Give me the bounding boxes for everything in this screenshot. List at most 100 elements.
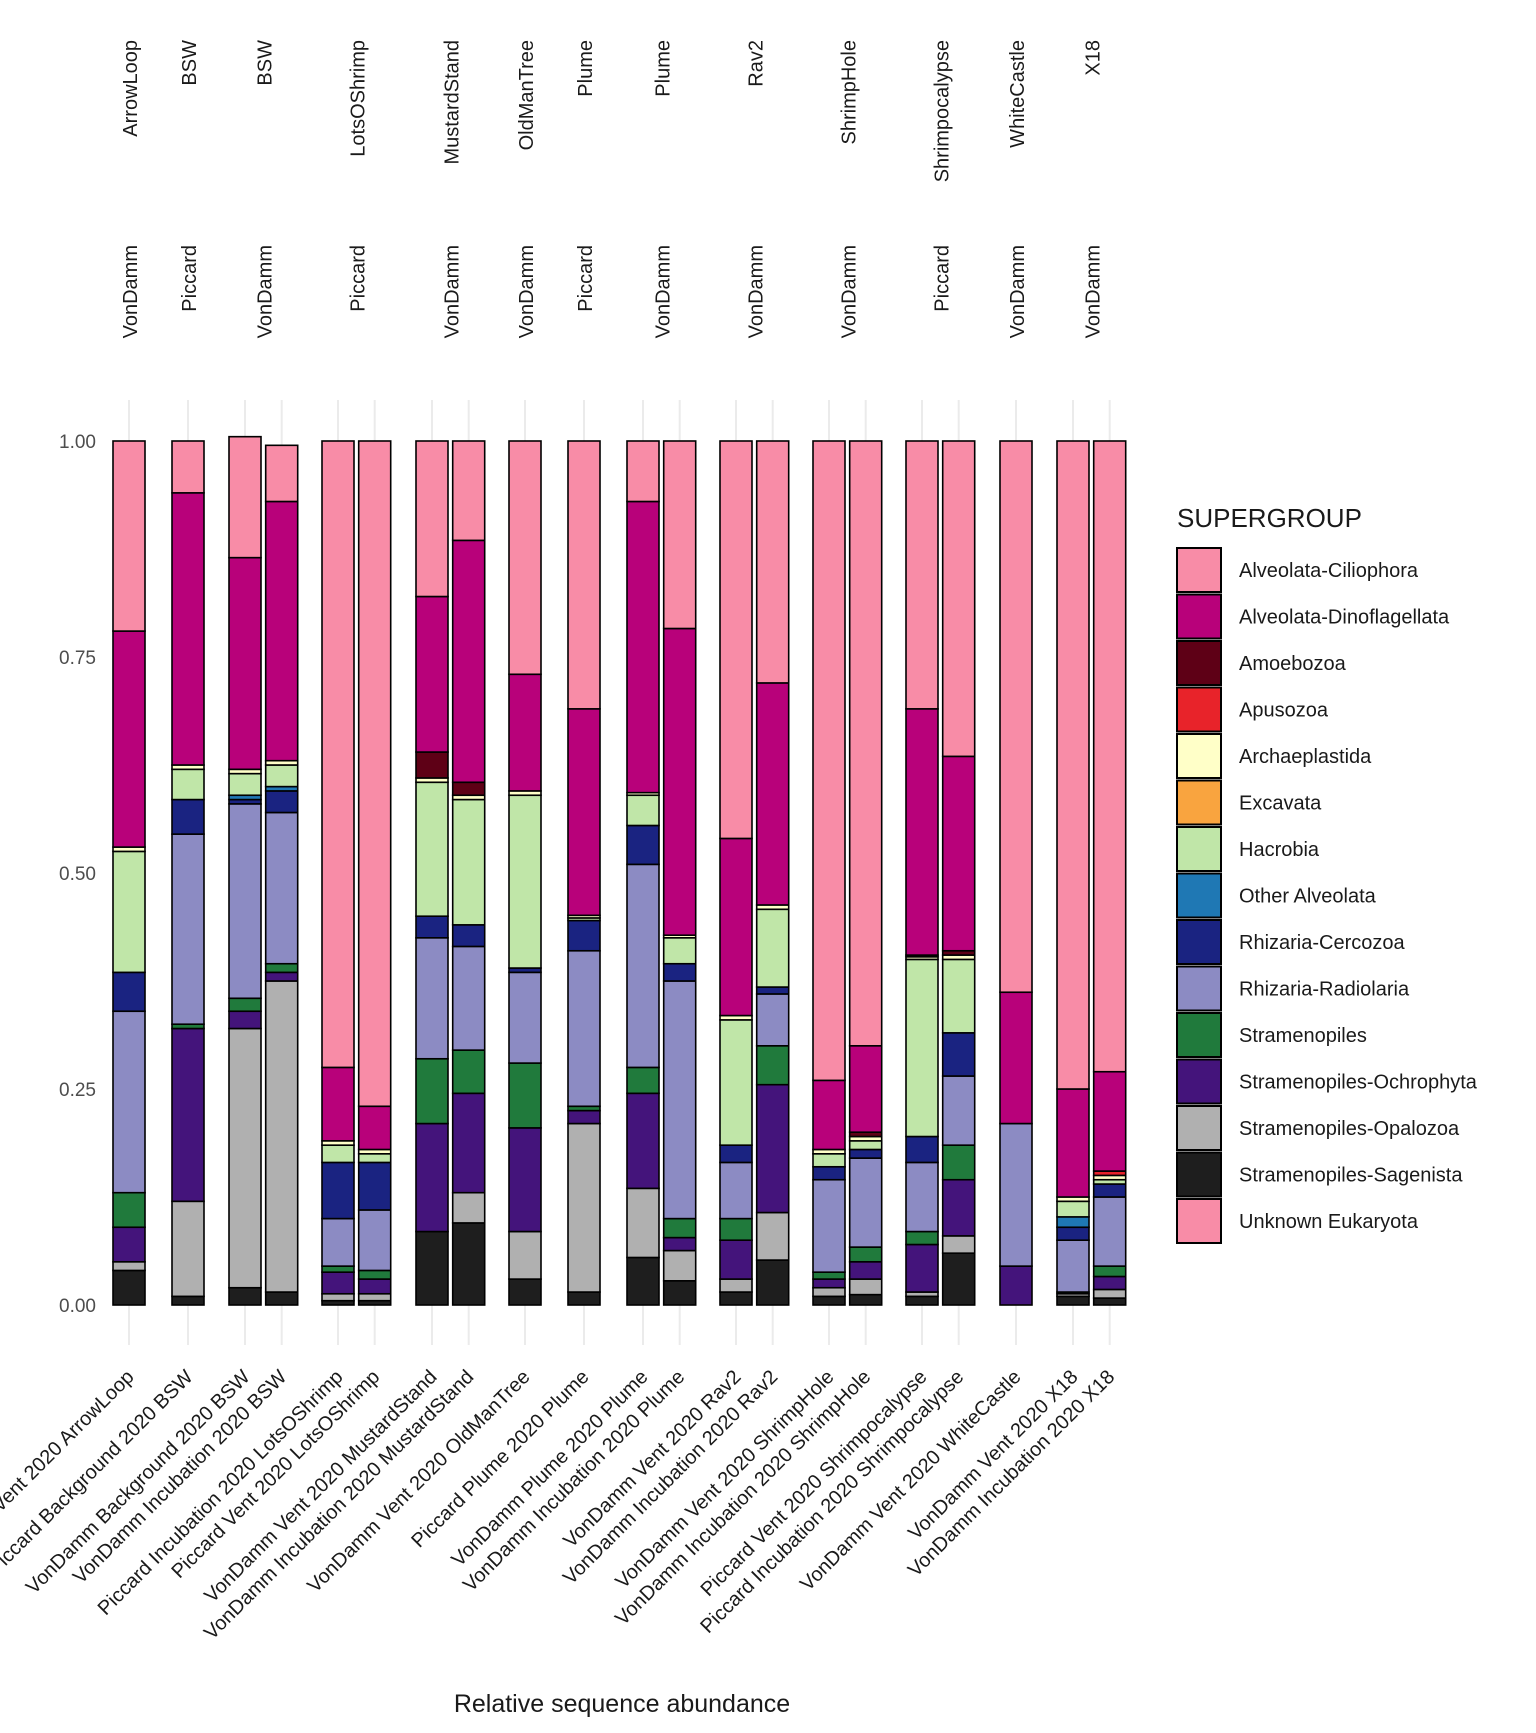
facet-site-label: BSW	[254, 40, 276, 86]
bar-segment-alveolata-ciliophora	[719, 440, 753, 840]
bar-segment-hacrobia	[228, 772, 262, 797]
legend-label-unknown-eukaryota: Unknown Eukaryota	[1239, 1211, 1419, 1233]
facet-field-label: VonDamm	[516, 245, 538, 338]
bar-segment-stramenopiles-opalozoa	[228, 1027, 262, 1289]
bar-segment-rhizaria-cercozoa	[264, 790, 299, 814]
bar-segment-rhizaria-cercozoa	[112, 971, 146, 1013]
bar-segment-stramenopiles-ochrophyta	[264, 971, 299, 982]
bar-segment-stramenopiles-ochrophyta	[662, 1236, 697, 1252]
bar-segment-stramenopiles-sagenista	[228, 1286, 262, 1306]
bar-vondamm-incubation-2020-shrimphole	[848, 440, 883, 1306]
bar-vondamm-vent-2020-mustardstand	[415, 440, 449, 1306]
bar-segment-hacrobia	[755, 908, 790, 988]
bar-segment-stramenopiles-sagenista	[415, 1230, 449, 1306]
bar-segment-hacrobia	[941, 958, 976, 1034]
bar-segment-rhizaria-cercozoa	[812, 1165, 846, 1181]
bar-segment-alveolata-dinoflagellata	[451, 539, 486, 784]
bar-segment-rhizaria-radiolaria	[567, 949, 601, 1108]
bar-segment-rhizaria-radiolaria	[508, 971, 542, 1064]
bar-segment-stramenopiles	[415, 1057, 449, 1125]
legend-title: SUPERGROUP	[1177, 503, 1362, 533]
bars-layer	[112, 435, 1127, 1306]
y-tick-label: 1.00	[59, 432, 96, 453]
y-axis: 0.00 0.25 0.50 0.75 1.00	[59, 432, 96, 1317]
bar-segment-stramenopiles-opalozoa	[755, 1211, 790, 1261]
bar-segment-rhizaria-cercozoa	[171, 798, 205, 835]
bar-segment-hacrobia	[415, 781, 449, 918]
bar-segment-rhizaria-radiolaria	[626, 863, 660, 1069]
legend-key-stramenopiles	[1176, 1012, 1222, 1058]
bar-segment-alveolata-dinoflagellata	[567, 708, 601, 917]
bar-segment-hacrobia	[626, 794, 660, 827]
legend-key-stramenopiles-ochrophyta	[1176, 1058, 1222, 1105]
bar-segment-alveolata-ciliophora	[415, 440, 449, 598]
bar-segment-stramenopiles-sagenista	[1056, 1295, 1090, 1306]
bar-segment-stramenopiles-ochrophyta	[567, 1109, 601, 1125]
bar-segment-stramenopiles-sagenista	[451, 1222, 486, 1306]
bar-segment-stramenopiles-ochrophyta	[228, 1010, 262, 1030]
bar-segment-rhizaria-cercozoa	[1056, 1226, 1090, 1241]
bar-segment-alveolata-dinoflagellata	[626, 500, 660, 794]
legend-key-rhizaria-radiolaria	[1176, 965, 1222, 1012]
bar-segment-rhizaria-radiolaria	[719, 1161, 753, 1220]
bar-segment-rhizaria-radiolaria	[1056, 1239, 1090, 1293]
facet-site-label: X18	[1082, 40, 1104, 76]
bar-segment-alveolata-dinoflagellata	[848, 1045, 883, 1134]
facet-site-label: Plume	[575, 40, 597, 97]
bar-segment-stramenopiles-ochrophyta	[321, 1271, 355, 1295]
legend-key-excavata	[1176, 779, 1222, 826]
bar-segment-rhizaria-radiolaria	[357, 1209, 392, 1272]
bar-segment-rhizaria-cercozoa	[941, 1032, 976, 1077]
bar-segment-rhizaria-radiolaria	[848, 1157, 883, 1248]
legend-key-hacrobia	[1176, 826, 1222, 872]
bar-segment-alveolata-ciliophora	[755, 440, 790, 684]
bar-segment-alveolata-ciliophora	[171, 440, 205, 494]
bar-segment-stramenopiles	[228, 997, 262, 1013]
bar-segment-rhizaria-cercozoa	[626, 824, 660, 866]
legend-label-stramenopiles-ochrophyta: Stramenopiles-Ochrophyta	[1239, 1072, 1478, 1094]
bar-segment-hacrobia	[812, 1153, 846, 1168]
y-tick-label: 0.00	[59, 1296, 96, 1317]
bar-piccard-vent-2020-shrimpocalypse	[905, 440, 939, 1306]
bar-piccard-vent-2020-lotsoshrimp	[357, 440, 392, 1306]
bar-segment-rhizaria-cercozoa	[321, 1161, 355, 1220]
bar-vondamm-incubation-2020-x18	[1092, 440, 1127, 1306]
bar-segment-stramenopiles	[719, 1217, 753, 1241]
bar-segment-rhizaria-radiolaria	[755, 993, 790, 1047]
bar-vondamm-incubation-2020-rav2	[755, 440, 790, 1306]
bar-segment-alveolata-ciliophora	[508, 440, 542, 676]
facet-field-label: VonDamm	[838, 245, 860, 338]
bar-segment-stramenopiles-opalozoa	[508, 1230, 542, 1280]
bar-segment-other-alveolata	[1056, 1216, 1090, 1229]
bar-segment-alveolata-dinoflagellata	[905, 708, 939, 956]
bar-segment-stramenopiles-ochrophyta	[755, 1083, 790, 1214]
bar-segment-stramenopiles-opalozoa	[264, 980, 299, 1293]
bar-segment-rhizaria-cercozoa	[415, 915, 449, 939]
bar-segment-stramenopiles-opalozoa	[112, 1261, 146, 1272]
bar-segment-stramenopiles	[508, 1062, 542, 1129]
bar-segment-stramenopiles-ochrophyta	[357, 1278, 392, 1295]
bar-segment-stramenopiles	[357, 1269, 392, 1280]
legend-label-alveolata-ciliophora: Alveolata-Ciliophora	[1239, 560, 1419, 582]
bar-segment-stramenopiles-sagenista	[567, 1291, 601, 1306]
bar-segment-stramenopiles	[112, 1191, 146, 1229]
facet-field-label: Piccard	[575, 245, 597, 312]
bar-segment-stramenopiles	[905, 1230, 939, 1246]
bar-vondamm-background-2020-bsw	[228, 435, 262, 1306]
bar-segment-alveolata-ciliophora	[228, 435, 262, 559]
legend-key-rhizaria-cercozoa	[1176, 919, 1222, 965]
legend-key-stramenopiles-sagenista	[1176, 1151, 1222, 1198]
bar-segment-stramenopiles-sagenista	[662, 1280, 697, 1306]
bar-segment-alveolata-dinoflagellata	[171, 492, 205, 766]
bar-segment-alveolata-dinoflagellata	[1056, 1088, 1090, 1198]
bar-segment-rhizaria-cercozoa	[755, 986, 790, 995]
bar-vondamm-incubation-2020-bsw	[264, 444, 299, 1306]
bar-vondamm-vent-2020-x18	[1056, 440, 1090, 1306]
bar-segment-stramenopiles-opalozoa	[171, 1200, 205, 1298]
bar-segment-stramenopiles	[321, 1265, 355, 1273]
legend-label-amoebozoa: Amoebozoa	[1239, 653, 1347, 675]
bar-segment-hacrobia	[848, 1140, 883, 1151]
bar-segment-stramenopiles-opalozoa	[941, 1235, 976, 1254]
bar-segment-stramenopiles	[848, 1246, 883, 1263]
